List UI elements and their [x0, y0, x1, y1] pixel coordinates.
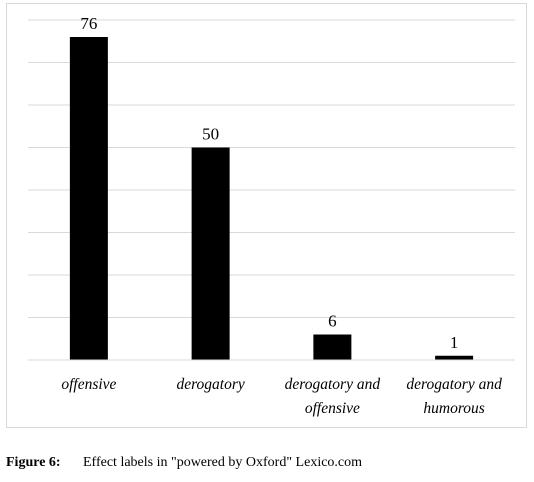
chart-frame: [6, 3, 527, 428]
data-label: 1: [450, 333, 459, 352]
data-label: 76: [80, 14, 97, 33]
bar: [69, 37, 108, 360]
data-label: 6: [328, 312, 337, 331]
category-label: derogatory and offensive: [285, 376, 381, 417]
bar: [435, 355, 474, 360]
caption-text: Effect labels in "powered by Oxford" Lex…: [83, 455, 363, 470]
bar: [313, 334, 352, 360]
category-label: derogatory and humorous: [406, 376, 502, 417]
category-label: offensive: [61, 376, 116, 393]
data-label: 50: [202, 125, 219, 144]
bars: [69, 37, 474, 360]
category-label-line: derogatory and: [285, 376, 381, 393]
data-labels: 76 50 6 1: [80, 14, 458, 352]
figure-caption: Figure 6: Effect labels in "powered by Ox…: [6, 455, 362, 471]
figure-number: Figure 6:: [6, 455, 61, 470]
category-label-line: offensive: [305, 400, 360, 417]
category-label-line: humorous: [423, 400, 484, 417]
category-label: derogatory: [176, 376, 244, 393]
category-label-line: derogatory: [176, 376, 244, 393]
category-label-line: offensive: [61, 376, 116, 393]
category-labels: offensive derogatory derogatory and offensi…: [61, 376, 502, 417]
bar-chart: 76 50 6 1 offensive derogatory derogatory and…: [28, 14, 515, 417]
bar: [191, 147, 230, 360]
gridlines: [28, 19, 515, 318]
category-label-line: derogatory and: [406, 376, 502, 393]
